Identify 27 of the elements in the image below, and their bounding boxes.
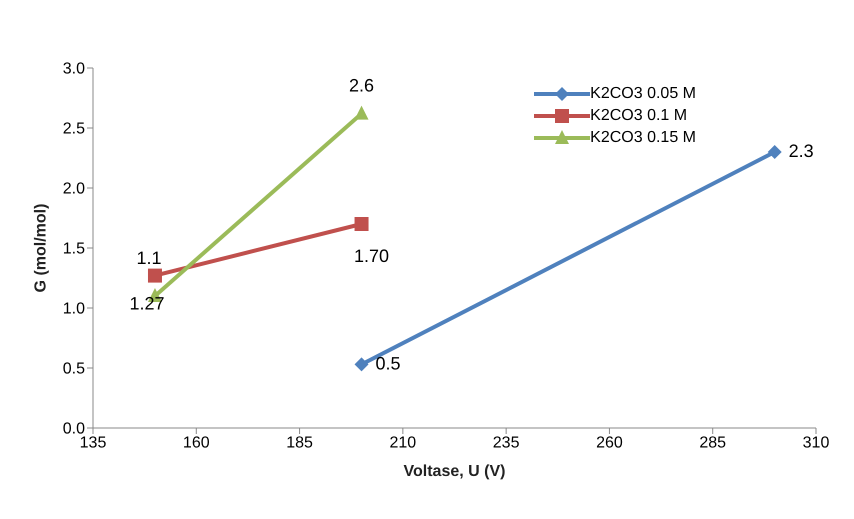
data-label: 2.3 [788, 141, 814, 161]
x-tick-label: 310 [802, 434, 830, 452]
legend-label: K2CO3 0.15 M [590, 129, 696, 147]
x-tick-label: 210 [390, 434, 416, 452]
y-tick-label: 3.0 [62, 60, 86, 78]
y-tick-label: 0.5 [62, 360, 86, 378]
x-tick-label: 235 [492, 434, 520, 452]
data-label: 2.6 [349, 76, 374, 96]
y-tick-label: 2.5 [62, 120, 86, 138]
point [768, 145, 782, 159]
point [354, 217, 369, 231]
data-label: 1.1 [136, 248, 162, 268]
point [354, 357, 369, 372]
y-tick-label: 1.0 [62, 300, 86, 318]
y-tick-label: 2.0 [62, 180, 86, 198]
data-label: 0.5 [376, 353, 401, 374]
y-axis-title: G (mol/mol) [32, 204, 50, 292]
legend-label: K2CO3 0.1 M [590, 107, 688, 125]
x-tick-label: 185 [286, 434, 314, 452]
x-tick-label: 160 [182, 434, 210, 452]
y-tick-label: 1.5 [62, 240, 86, 258]
x-axis-title: Voltase, U (V) [404, 463, 506, 480]
x-tick-label: 285 [699, 434, 726, 452]
data-label: 1.70 [354, 246, 390, 266]
legend-label: K2CO3 0.05 M [590, 85, 696, 103]
point [148, 268, 162, 283]
x-tick-label: 260 [596, 434, 623, 452]
